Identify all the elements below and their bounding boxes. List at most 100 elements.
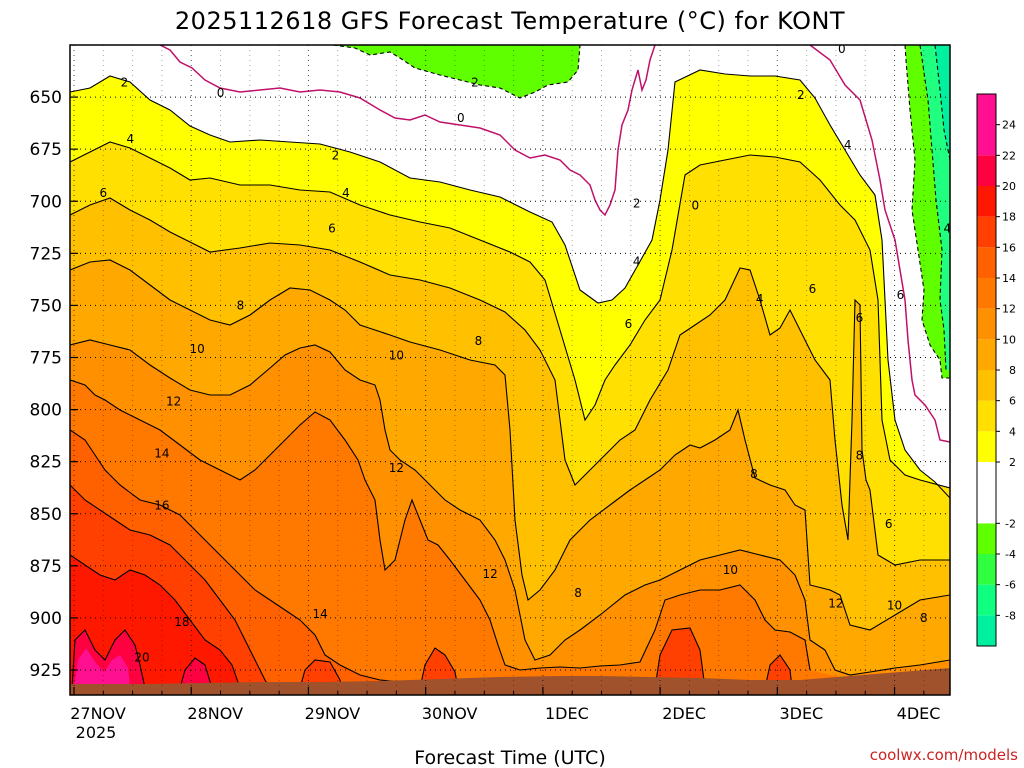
contour-label: 12: [828, 596, 843, 610]
y-tick-label: 800: [30, 401, 62, 421]
colorbar-tick-label: 14: [1002, 272, 1016, 285]
colorbar: 24 22 20 18 16 14 12 10 8 6 4 2 -2 -4 -6 -8: [976, 93, 1016, 647]
colorbar-tick-label: 16: [1002, 241, 1016, 254]
plot-frame: [69, 44, 951, 696]
contour-label: 6: [328, 221, 336, 235]
cold-band-minus4: [920, 45, 950, 370]
contour-label: 8: [237, 298, 245, 312]
x-tick-label: 2DEC: [662, 704, 706, 723]
y-tick-label: 700: [30, 192, 62, 212]
contour-label: 12: [389, 461, 404, 475]
contour-label: 0: [838, 42, 846, 56]
contour-label: 10: [189, 342, 204, 356]
contour-label: 2: [797, 88, 805, 102]
band-22: [74, 648, 130, 688]
band-20-spot: [180, 658, 212, 688]
y-tick-label: 925: [30, 661, 62, 681]
colorbar-band: [977, 554, 996, 585]
contour-label: 4: [844, 138, 852, 152]
colorbar-band: [977, 278, 996, 309]
colorbar-band: [977, 247, 996, 278]
contour-label: 10: [723, 563, 738, 577]
y-tick-label: 850: [30, 505, 62, 525]
contour-label: 12: [166, 394, 181, 408]
contour-label: 6: [99, 186, 107, 200]
contour-label: 4: [633, 255, 641, 269]
colorbar-band: [977, 431, 996, 462]
colorbar-band: [977, 308, 996, 340]
contour-label: 6: [809, 282, 817, 296]
x-tick-label: 3DEC: [779, 704, 823, 723]
colorbar-tick-label: 8: [1009, 364, 1016, 377]
contour-label: 6: [885, 517, 893, 531]
contour-label: 10: [887, 598, 902, 612]
gridlines: [70, 45, 950, 695]
cold-band-top: [333, 45, 580, 98]
contour-label: 10: [389, 348, 404, 362]
colorbar-tick-label: -6: [1005, 579, 1016, 592]
y-axis: 650 675 700 725 750 775 800 825 850 875 900 925: [30, 88, 78, 681]
y-tick-label: 725: [30, 244, 62, 264]
colorbar-tick-label: -4: [1005, 548, 1016, 561]
colorbar-tick-label: -2: [1005, 517, 1016, 530]
y-tick-label: 775: [30, 349, 62, 369]
x-axis: 27NOV 28NOV 29NOV 30NOV 1DEC 2DEC 3DEC 4DEC 2025: [70, 687, 940, 742]
x-tick-label: 30NOV: [422, 704, 478, 723]
colorbar-tick-label: 10: [1002, 333, 1016, 346]
cold-band-minus6: [935, 45, 950, 160]
x-tick-label: 29NOV: [305, 704, 361, 723]
colorbar-band: [977, 462, 996, 524]
contour-label: 4: [126, 132, 134, 146]
contour-label: -2: [952, 221, 964, 235]
contour-label: 16: [154, 498, 169, 512]
band-16-spot-a: [300, 660, 342, 688]
band-14: [70, 430, 950, 695]
contour-label: 8: [574, 586, 582, 600]
x-tick-label: 4DEC: [897, 704, 941, 723]
colorbar-band: [977, 615, 996, 646]
contour-label: 2: [633, 196, 641, 210]
contour-label: 4: [943, 221, 951, 235]
y-tick-label: 875: [30, 557, 62, 577]
colorbar-band: [977, 584, 996, 616]
y-tick-label: 675: [30, 140, 62, 160]
x-year-label: 2025: [76, 723, 117, 742]
freezing-line-right: [809, 45, 950, 443]
contour-label: 12: [482, 567, 497, 581]
contour-label: 8: [750, 467, 758, 481]
colorbar-band: [977, 370, 996, 401]
contour-label: -4: [1006, 98, 1018, 112]
contour-label: 6: [625, 317, 633, 331]
colorbar-tick-label: 2: [1009, 456, 1016, 469]
contour-label: 6: [897, 288, 905, 302]
contour-label: 8: [475, 334, 483, 348]
y-tick-label: 650: [30, 88, 62, 108]
contour-label: 0: [691, 198, 699, 212]
colorbar-tick-label: 18: [1002, 211, 1016, 224]
credit-link[interactable]: coolwx.com/models: [870, 746, 1018, 764]
band-16-spot-c: [655, 628, 705, 688]
colorbar-band: [977, 94, 996, 156]
colorbar-tick-label: 22: [1002, 149, 1016, 162]
contour-label: 2: [332, 148, 340, 162]
x-tick-label: 28NOV: [187, 704, 243, 723]
colorbar-tick-label: 4: [1009, 425, 1016, 438]
freezing-line: [159, 45, 656, 217]
x-axis-label: Forecast Time (UTC): [414, 747, 605, 768]
x-tick-label: 27NOV: [70, 704, 126, 723]
contour-label: 0: [217, 86, 225, 100]
contour-lines: [70, 45, 950, 689]
contour-label: 8: [856, 448, 864, 462]
y-tick-label: 825: [30, 453, 62, 473]
contour-label: 18: [174, 615, 189, 629]
y-tick-label: 750: [30, 296, 62, 316]
ground: [70, 668, 950, 695]
contour-label: 14: [154, 446, 169, 460]
contour-label: 14: [313, 607, 328, 621]
colorbar-band: [977, 523, 996, 554]
colorbar-band: [977, 186, 996, 217]
contour-label: 4: [756, 292, 764, 306]
colorbar-band: [977, 155, 996, 186]
